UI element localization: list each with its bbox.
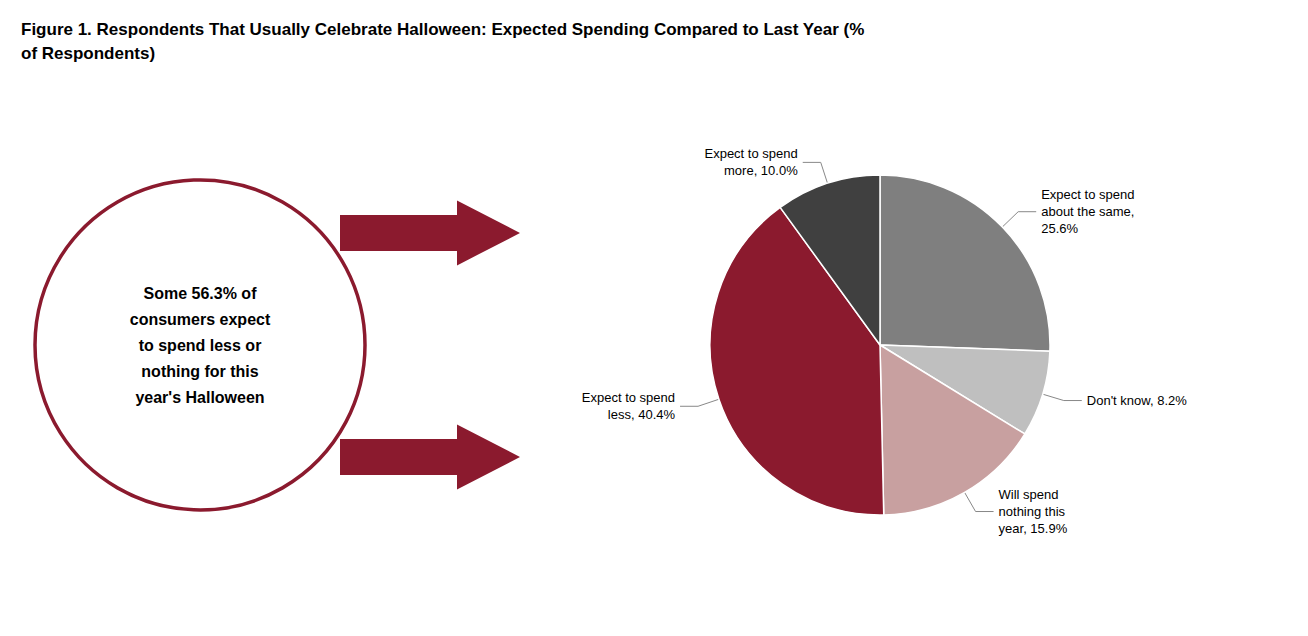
svg-text:Expect to spend: Expect to spend [704,146,797,161]
svg-text:to spend less or: to spend less or [139,337,262,354]
svg-text:about the same,: about the same, [1041,204,1134,219]
svg-text:year, 15.9%: year, 15.9% [999,521,1068,536]
svg-text:consumers expect: consumers expect [130,311,271,328]
svg-text:nothing for this: nothing for this [141,363,258,380]
svg-text:Some 56.3% of: Some 56.3% of [144,285,258,302]
svg-text:year's Halloween: year's Halloween [135,389,264,406]
svg-text:Expect to spend: Expect to spend [582,390,675,405]
svg-text:25.6%: 25.6% [1041,221,1078,236]
svg-text:Will spend: Will spend [999,487,1059,502]
svg-text:nothing this: nothing this [999,504,1066,519]
svg-text:more, 10.0%: more, 10.0% [724,163,798,178]
svg-text:Expect to spend: Expect to spend [1041,187,1134,202]
svg-text:less, 40.4%: less, 40.4% [608,407,676,422]
svg-text:Figure 1. Respondents That Usu: Figure 1. Respondents That Usually Celeb… [21,20,864,39]
svg-text:Don't know, 8.2%: Don't know, 8.2% [1087,393,1187,408]
svg-text:of Respondents): of Respondents) [21,44,155,63]
